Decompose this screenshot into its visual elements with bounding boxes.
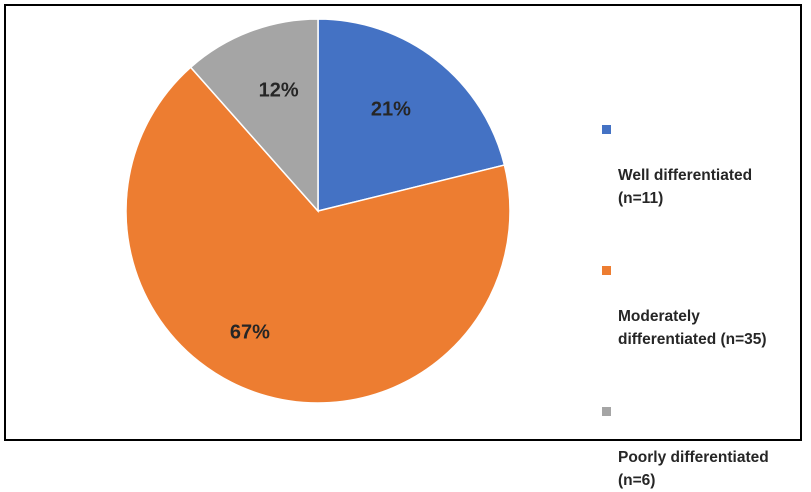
legend: Well differentiated (n=11) Moderately di… [602,118,802,492]
pie-slice-well [317,18,506,212]
pie-label-poorly: 12% [259,80,299,102]
pie-slice-moderately [125,66,511,404]
legend-swatch-moderately [602,266,611,275]
pie-label-moderately: 67% [230,321,270,343]
pie-label-well: 21% [371,99,411,121]
legend-label-moderately: Moderately differentiated (n=35) [618,308,767,348]
legend-label-poorly: Poorly differentiated (n=6) [618,449,769,489]
pie-slice-poorly [189,18,319,213]
legend-item-well: Well differentiated (n=11) [602,118,802,210]
legend-swatch-well [602,125,611,134]
pie-labels: 21% 67% 12% [230,80,411,344]
legend-swatch-poorly [602,407,611,416]
legend-item-poorly: Poorly differentiated (n=6) [602,400,802,492]
pie-chart: 21% 67% 12% [125,18,511,404]
pie-slices [125,18,511,404]
legend-item-moderately: Moderately differentiated (n=35) [602,259,802,351]
legend-label-well: Well differentiated (n=11) [618,167,753,207]
